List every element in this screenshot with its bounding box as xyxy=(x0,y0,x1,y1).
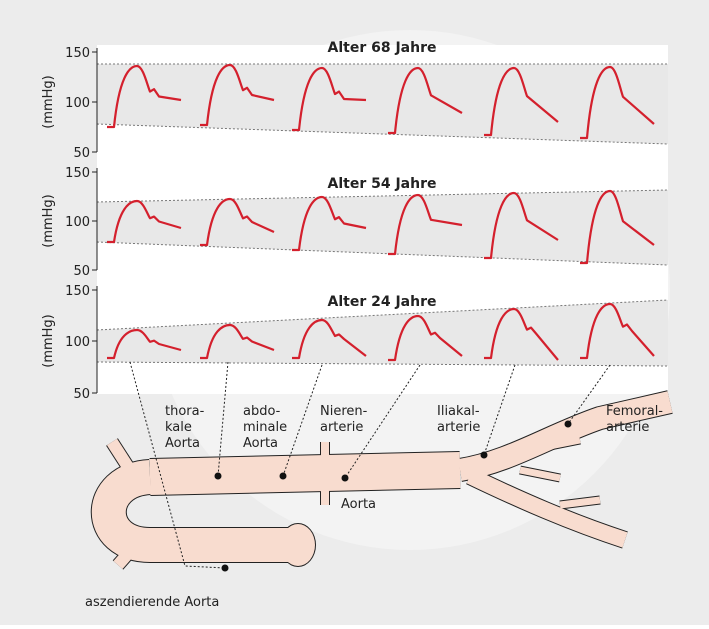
pressure-wave xyxy=(200,197,275,247)
vessel-label: Femoral- xyxy=(606,404,663,419)
dot xyxy=(564,420,572,428)
connector xyxy=(217,361,229,477)
y-tick-label: 100 xyxy=(65,96,90,111)
pressure-wave xyxy=(580,189,655,265)
vessel-label: arterie xyxy=(606,420,649,435)
connector xyxy=(129,361,226,569)
y-tick-label: 50 xyxy=(73,387,90,402)
vessel xyxy=(559,496,601,509)
y-tick-label: 150 xyxy=(65,46,90,61)
pressure-wave xyxy=(107,64,182,129)
pressure-wave xyxy=(580,302,655,360)
vessel-label: Aorta xyxy=(341,497,376,512)
dot xyxy=(480,451,488,459)
pressure-wave xyxy=(200,63,275,127)
pressure-wave xyxy=(484,307,559,361)
dot xyxy=(221,564,229,572)
pressure-wave xyxy=(292,195,367,252)
band-edge xyxy=(96,189,669,203)
panel-title: Alter 24 Jahre xyxy=(328,294,437,310)
vessel xyxy=(539,436,581,452)
vessel-label: arterie xyxy=(320,420,363,435)
pressure-wave xyxy=(200,323,275,360)
dot xyxy=(214,472,222,480)
vessel xyxy=(281,524,315,566)
y-axis-label: (mmHg) xyxy=(41,194,56,248)
pressure-wave xyxy=(484,191,559,260)
connector xyxy=(344,364,421,479)
pressure-wave xyxy=(292,318,367,360)
vessel-label: thora- xyxy=(165,404,205,419)
y-axis-label: (mmHg) xyxy=(41,314,56,368)
y-axis-label: (mmHg) xyxy=(41,75,56,129)
vessel-label: abdo- xyxy=(243,404,281,419)
vessel xyxy=(466,468,628,548)
y-tick-label: 100 xyxy=(65,215,90,230)
panel-title: Alter 68 Jahre xyxy=(328,40,437,56)
pressure-wave xyxy=(107,328,182,360)
vessel-label: minale xyxy=(243,420,287,435)
vessel-label: Nieren- xyxy=(320,404,368,419)
vessel xyxy=(106,438,136,474)
band xyxy=(97,300,668,366)
vessel-label: Aorta xyxy=(165,436,200,451)
dot xyxy=(341,474,349,482)
pressure-wave xyxy=(484,66,559,137)
vessel xyxy=(519,466,561,482)
vessel-label: aszendierende Aorta xyxy=(85,595,219,610)
band-edge xyxy=(96,299,669,331)
vessel-label: Aorta xyxy=(243,436,278,451)
band-edge xyxy=(96,241,669,266)
pressure-wave xyxy=(388,66,463,135)
panel-title: Alter 54 Jahre xyxy=(328,176,437,192)
pressure-wave xyxy=(388,314,463,362)
y-tick-label: 50 xyxy=(73,146,90,161)
y-tick-label: 50 xyxy=(73,264,90,279)
pressure-wave xyxy=(388,193,463,256)
y-tick-label: 150 xyxy=(65,166,90,181)
vessel-label: kale xyxy=(165,420,192,435)
vessel xyxy=(458,391,673,481)
band-edge xyxy=(96,361,669,367)
vessel xyxy=(149,452,461,495)
pressure-wave xyxy=(580,65,655,140)
pressure-wave xyxy=(292,66,367,132)
vessel xyxy=(113,536,145,569)
vessel-label: Iliakal- xyxy=(437,404,480,419)
y-tick-label: 150 xyxy=(65,284,90,299)
y-tick-label: 100 xyxy=(65,335,90,350)
connector xyxy=(567,364,611,425)
band-edge xyxy=(96,123,669,145)
dot xyxy=(279,472,287,480)
pressure-wave xyxy=(107,199,182,244)
vessel-label: arterie xyxy=(437,420,480,435)
